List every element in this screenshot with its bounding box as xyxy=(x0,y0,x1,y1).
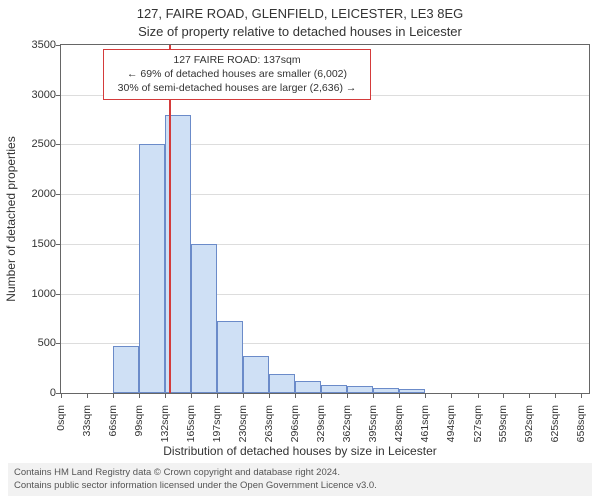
x-tick-mark xyxy=(321,393,322,398)
x-tick-label: 461sqm xyxy=(418,405,432,465)
y-tick-mark xyxy=(56,294,60,295)
callout-line-2: ← 69% of detached houses are smaller (6,… xyxy=(110,67,364,81)
x-tick-mark xyxy=(503,393,504,398)
y-tick-mark xyxy=(56,95,60,96)
callout-line-1: 127 FAIRE ROAD: 137sqm xyxy=(110,53,364,67)
y-tick-label: 3500 xyxy=(6,39,56,51)
x-tick-label: 296sqm xyxy=(288,405,302,465)
x-tick-mark xyxy=(87,393,88,398)
x-tick-label: 527sqm xyxy=(471,405,485,465)
histogram-bar xyxy=(243,356,269,393)
x-tick-mark xyxy=(478,393,479,398)
y-tick-mark xyxy=(56,393,60,394)
x-tick-label: 395sqm xyxy=(366,405,380,465)
histogram-bar xyxy=(347,386,373,393)
histogram-bar xyxy=(321,385,347,393)
y-tick-label: 2500 xyxy=(6,138,56,150)
y-tick-label: 2000 xyxy=(6,188,56,200)
title-line-2: Size of property relative to detached ho… xyxy=(0,24,600,39)
x-tick-mark xyxy=(191,393,192,398)
y-tick-label: 1500 xyxy=(6,238,56,250)
x-tick-label: 658sqm xyxy=(574,405,588,465)
x-tick-label: 230sqm xyxy=(236,405,250,465)
histogram-bar xyxy=(373,388,399,393)
x-tick-mark xyxy=(425,393,426,398)
x-tick-mark xyxy=(139,393,140,398)
x-tick-mark xyxy=(295,393,296,398)
histogram-bar xyxy=(295,381,321,393)
x-tick-mark xyxy=(555,393,556,398)
x-tick-mark xyxy=(243,393,244,398)
histogram-bar xyxy=(217,321,243,393)
x-tick-mark xyxy=(347,393,348,398)
y-tick-mark xyxy=(56,144,60,145)
x-tick-label: 33sqm xyxy=(80,405,94,465)
x-tick-label: 0sqm xyxy=(54,405,68,465)
attribution-footer: Contains HM Land Registry data © Crown c… xyxy=(8,463,592,496)
x-tick-mark xyxy=(165,393,166,398)
y-tick-label: 1000 xyxy=(6,288,56,300)
x-tick-label: 362sqm xyxy=(340,405,354,465)
callout-line-3: 30% of semi-detached houses are larger (… xyxy=(110,81,364,95)
x-tick-mark xyxy=(529,393,530,398)
y-tick-mark xyxy=(56,343,60,344)
x-tick-label: 428sqm xyxy=(392,405,406,465)
x-tick-mark xyxy=(581,393,582,398)
x-tick-mark xyxy=(373,393,374,398)
histogram-bar xyxy=(269,374,295,393)
x-tick-label: 592sqm xyxy=(522,405,536,465)
histogram-bar xyxy=(399,389,425,393)
x-tick-label: 329sqm xyxy=(314,405,328,465)
x-tick-mark xyxy=(113,393,114,398)
x-tick-label: 559sqm xyxy=(496,405,510,465)
marker-callout: 127 FAIRE ROAD: 137sqm← 69% of detached … xyxy=(103,49,371,100)
y-tick-label: 0 xyxy=(6,387,56,399)
x-tick-mark xyxy=(61,393,62,398)
x-tick-label: 197sqm xyxy=(210,405,224,465)
histogram-bar xyxy=(113,346,139,393)
y-tick-mark xyxy=(56,45,60,46)
footer-line-1: Contains HM Land Registry data © Crown c… xyxy=(14,467,586,479)
x-tick-label: 494sqm xyxy=(444,405,458,465)
x-tick-mark xyxy=(399,393,400,398)
x-tick-label: 625sqm xyxy=(548,405,562,465)
x-tick-label: 99sqm xyxy=(132,405,146,465)
x-tick-mark xyxy=(451,393,452,398)
x-tick-mark xyxy=(269,393,270,398)
x-tick-mark xyxy=(217,393,218,398)
footer-line-2: Contains public sector information licen… xyxy=(14,480,586,492)
x-tick-label: 263sqm xyxy=(262,405,276,465)
histogram-bar xyxy=(139,144,165,393)
histogram-plot-area: 127 FAIRE ROAD: 137sqm← 69% of detached … xyxy=(60,44,590,394)
x-tick-label: 132sqm xyxy=(158,405,172,465)
y-tick-label: 3000 xyxy=(6,89,56,101)
histogram-bar xyxy=(191,244,217,393)
y-tick-mark xyxy=(56,244,60,245)
y-tick-mark xyxy=(56,194,60,195)
y-tick-label: 500 xyxy=(6,337,56,349)
x-tick-label: 66sqm xyxy=(106,405,120,465)
title-line-1: 127, FAIRE ROAD, GLENFIELD, LEICESTER, L… xyxy=(0,6,600,21)
x-tick-label: 165sqm xyxy=(184,405,198,465)
